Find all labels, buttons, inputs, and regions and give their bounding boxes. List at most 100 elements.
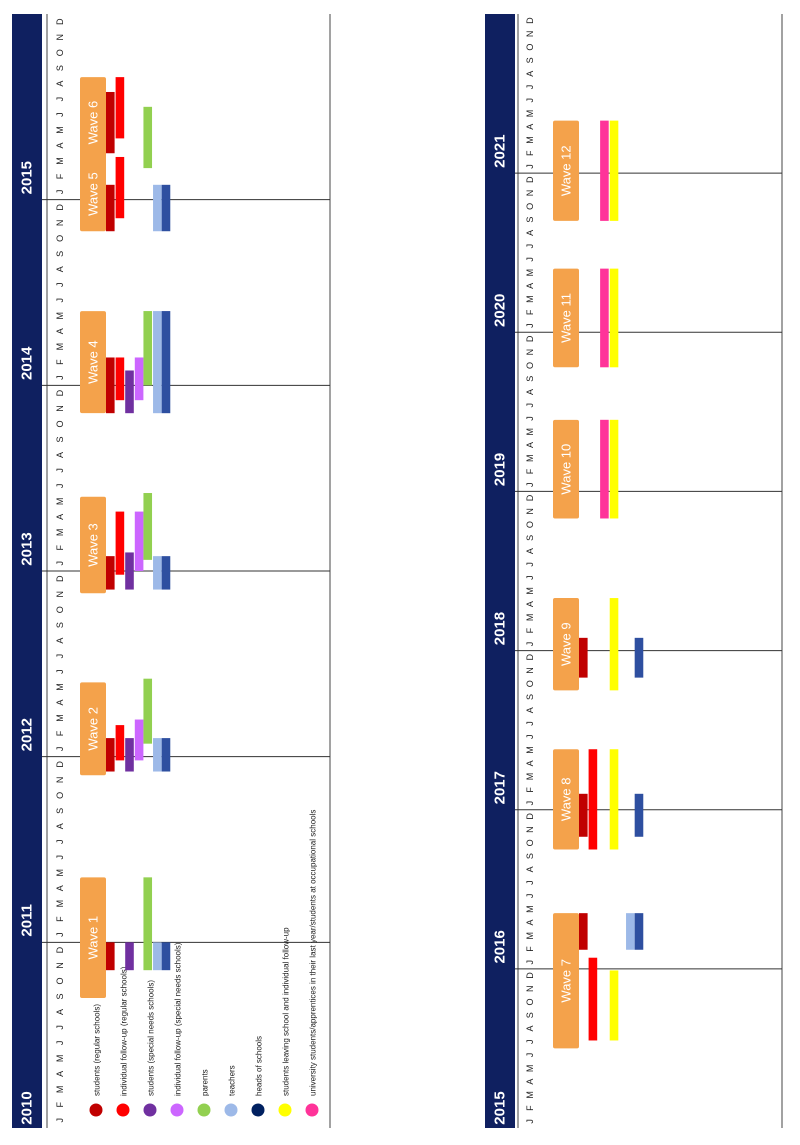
- wave-group-5: Wave 5: [80, 156, 171, 232]
- bar-heads: [634, 793, 644, 837]
- timeline-panel-2: JFMAMJJASONDJFMAMJJASONDJFMAMJJASONDJFMA…: [485, 14, 783, 1128]
- bar-university: [600, 419, 609, 519]
- wave-group-3: Wave 3: [80, 493, 171, 594]
- bar-followup_regular: [115, 156, 125, 219]
- month-tick-label: M: [525, 746, 535, 754]
- month-tick-label: A: [55, 143, 65, 149]
- month-tick-label: J: [525, 1053, 535, 1058]
- month-tick-label: F: [525, 309, 535, 315]
- month-tick-label: A: [525, 283, 535, 289]
- bar-parents: [143, 877, 153, 971]
- month-tick-label: M: [55, 126, 65, 134]
- month-tick-label: M: [55, 714, 65, 722]
- month-tick-label: A: [525, 866, 535, 872]
- bar-followup_regular: [115, 357, 125, 401]
- month-tick-label: J: [525, 85, 535, 90]
- month-tick-label: S: [55, 251, 65, 257]
- month-tick-label: J: [55, 1025, 65, 1030]
- month-tick-label: N: [525, 349, 535, 356]
- bar-teachers: [153, 311, 162, 414]
- month-tick-label: J: [525, 562, 535, 567]
- month-tick-label: J: [525, 416, 535, 421]
- bar-teachers: [153, 556, 162, 590]
- wave-label: Wave 11: [559, 293, 574, 343]
- bar-followup_regular: [588, 957, 598, 1041]
- legend-swatch-followup_regular: [116, 1103, 130, 1117]
- month-tick-label: M: [525, 110, 535, 118]
- legend-swatch-students_special: [143, 1103, 157, 1117]
- month-tick-label: J: [525, 894, 535, 899]
- month-tick-label: J: [55, 298, 65, 303]
- month-tick-label: M: [55, 1086, 65, 1094]
- bar-university: [600, 120, 609, 221]
- wave-label: Wave 2: [86, 707, 101, 751]
- month-tick-label: S: [525, 535, 535, 541]
- wave-group-10: Wave 10: [553, 419, 619, 519]
- month-tick-label: J: [55, 654, 65, 659]
- bar-heads: [634, 913, 644, 950]
- month-tick-label: M: [55, 1055, 65, 1063]
- month-tick-label: A: [525, 71, 535, 77]
- bar-leaving: [609, 268, 619, 368]
- month-tick-label: N: [525, 508, 535, 514]
- month-tick-label: D: [525, 494, 535, 501]
- month-tick-label: D: [55, 946, 65, 953]
- month-tick-label: O: [525, 44, 535, 51]
- month-tick-label: F: [525, 1105, 535, 1111]
- bar-students_special: [125, 942, 134, 971]
- month-tick-label: J: [55, 855, 65, 860]
- bar-students_regular: [106, 184, 115, 232]
- month-tick-label: N: [55, 34, 65, 41]
- month-tick-label: F: [55, 545, 65, 551]
- month-tick-label: A: [525, 548, 535, 554]
- month-tick-label: D: [55, 18, 65, 25]
- bar-teachers: [153, 184, 162, 232]
- month-tick-label: A: [55, 823, 65, 829]
- month-tick-label: A: [55, 638, 65, 644]
- legend: students (regular schools) individual fol…: [89, 810, 319, 1117]
- wave-group-8: Wave 8: [553, 749, 644, 850]
- month-tick-label: D: [55, 204, 65, 211]
- month-tick-label: O: [525, 521, 535, 528]
- month-tick-label: A: [525, 760, 535, 766]
- month-tick-label: F: [525, 468, 535, 474]
- year-tick-label: 2019: [492, 453, 509, 486]
- bar-students_special: [125, 552, 134, 590]
- bar-followup_regular: [115, 77, 125, 139]
- month-tick-label: A: [525, 230, 535, 236]
- month-tick-label: D: [525, 335, 535, 342]
- month-tick-label: J: [525, 483, 535, 488]
- year-tick-label: 2013: [19, 532, 36, 565]
- wave-label: Wave 8: [559, 778, 574, 822]
- wave-label: Wave 4: [86, 340, 101, 384]
- bar-leaving: [609, 120, 619, 221]
- month-tick-label: A: [55, 514, 65, 520]
- wave-label: Wave 9: [559, 622, 574, 666]
- month-tick-label: M: [525, 1091, 535, 1099]
- month-tick-label: D: [55, 575, 65, 582]
- month-tick-label: A: [55, 1009, 65, 1015]
- month-tick-label: A: [55, 81, 65, 87]
- month-tick-label: O: [525, 999, 535, 1006]
- year-tick-label: 2017: [492, 771, 509, 804]
- legend-swatch-heads: [251, 1103, 265, 1117]
- month-tick-label: M: [525, 428, 535, 436]
- timeline-panel-1: J F M A M J J A S O N D J F M A M J J A S O N D J F M A M J J A S O N D J F M A…: [12, 14, 331, 1128]
- month-tick-label: S: [525, 57, 535, 63]
- month-tick-label: A: [55, 1071, 65, 1077]
- month-tick-label: N: [55, 220, 65, 227]
- month-tick-label: J: [525, 721, 535, 726]
- month-tick-label: F: [55, 1102, 65, 1108]
- wave-box: [553, 268, 579, 368]
- wave-label: Wave 10: [559, 444, 574, 495]
- month-tick-label: N: [55, 405, 65, 412]
- month-tick-label: M: [55, 157, 65, 165]
- bar-heads: [161, 184, 171, 232]
- month-tick-label: J: [525, 880, 535, 885]
- month-tick-label: N: [55, 777, 65, 784]
- month-tick-label: D: [525, 17, 535, 24]
- month-tick-label: A: [525, 1079, 535, 1085]
- wave-box: [553, 749, 579, 850]
- bar-students_regular: [106, 738, 115, 772]
- month-tick-label: O: [55, 606, 65, 613]
